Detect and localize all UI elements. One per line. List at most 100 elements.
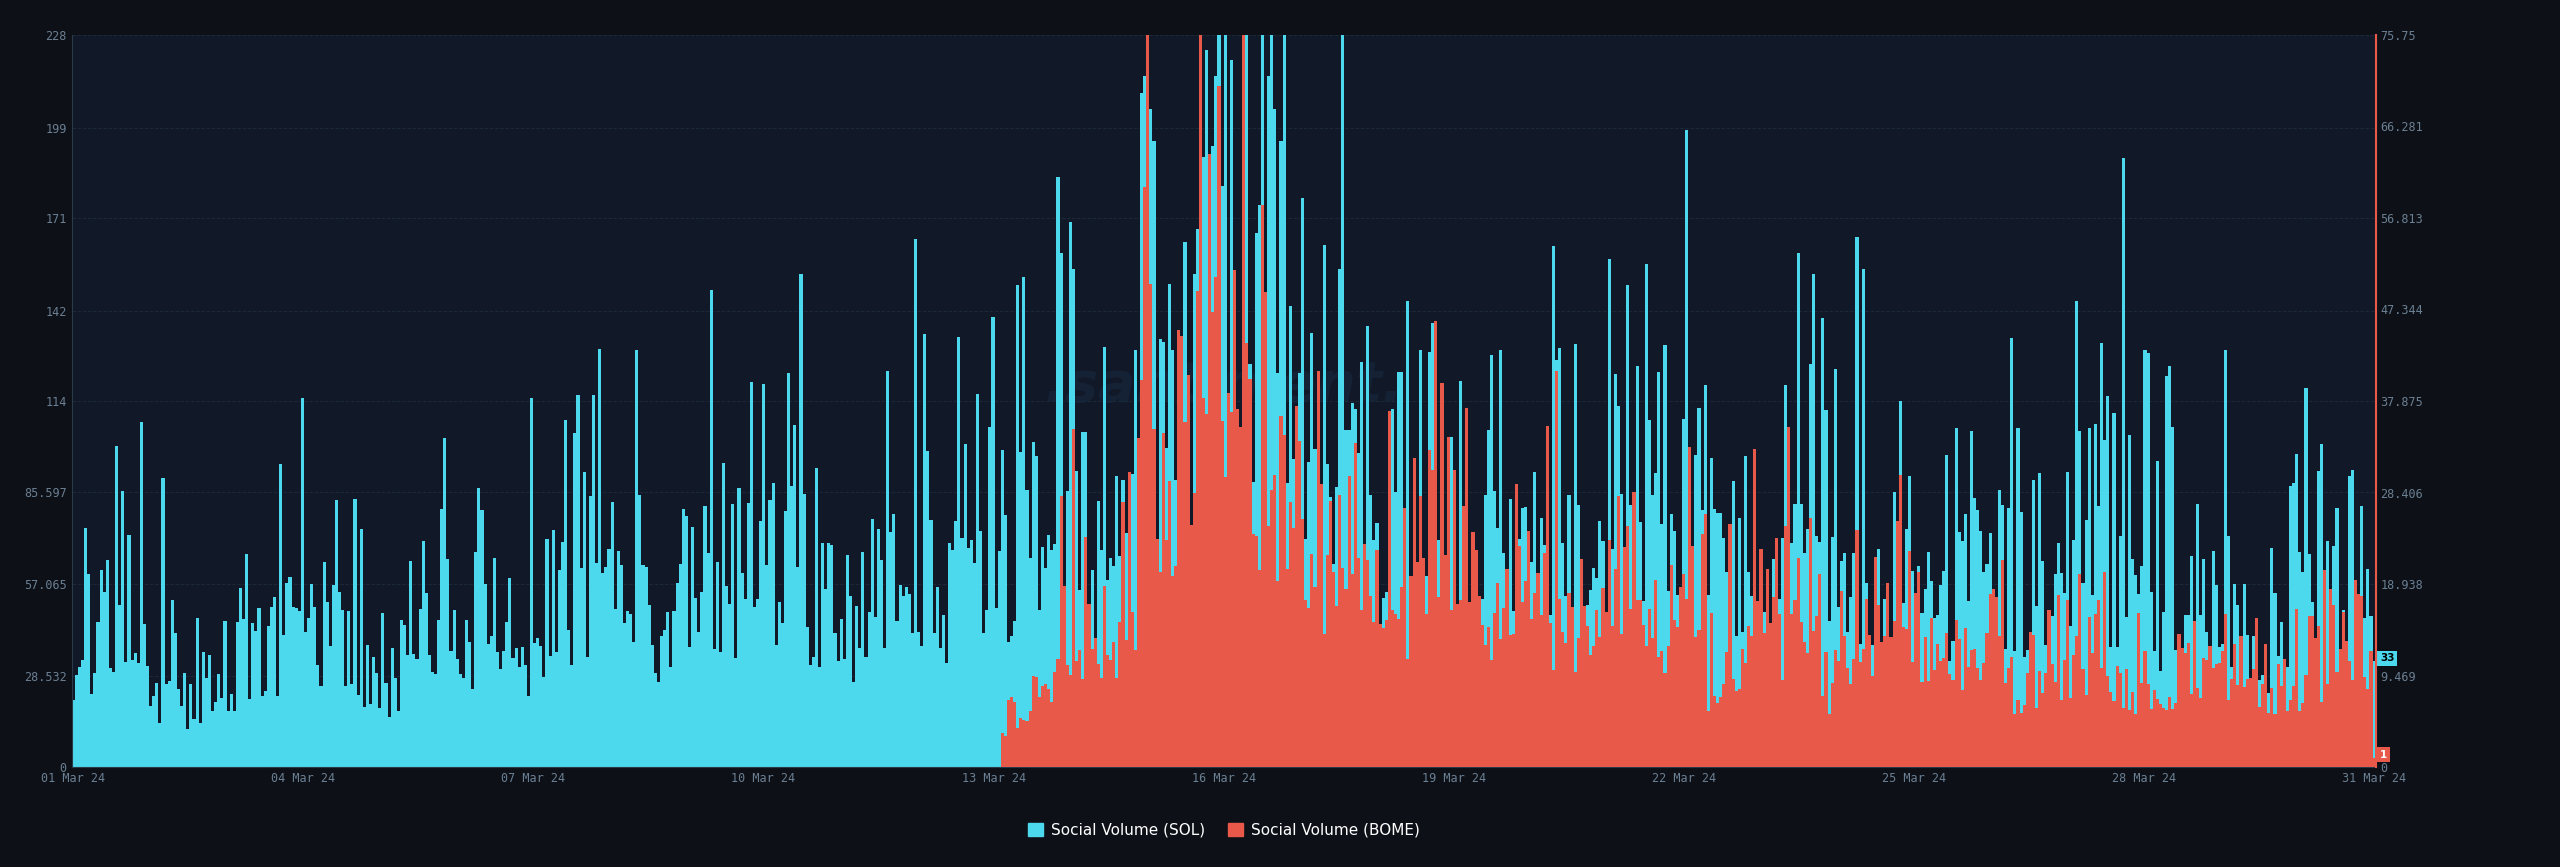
Bar xyxy=(1308,462,1311,767)
Bar xyxy=(1160,572,1162,767)
Bar xyxy=(1027,720,1029,767)
Bar xyxy=(1841,561,1843,767)
Bar xyxy=(1772,597,1774,767)
Bar xyxy=(1265,514,1267,767)
Bar xyxy=(456,659,458,767)
Bar xyxy=(2232,644,2237,767)
Bar xyxy=(202,652,205,767)
Bar xyxy=(535,638,540,767)
Bar xyxy=(1536,589,1539,767)
Bar xyxy=(230,694,233,767)
Bar xyxy=(1846,668,1848,767)
Bar xyxy=(1001,733,1004,767)
Bar xyxy=(1085,432,1088,767)
Bar xyxy=(2284,666,2286,767)
Bar xyxy=(1137,617,1139,767)
Bar xyxy=(200,723,202,767)
Bar xyxy=(1825,409,1828,767)
Bar xyxy=(760,521,763,767)
Bar xyxy=(276,695,279,767)
Bar xyxy=(1234,271,1236,767)
Bar xyxy=(2373,662,2376,767)
Bar xyxy=(1144,76,1147,767)
Bar xyxy=(1500,350,1503,767)
Bar xyxy=(1633,492,1636,767)
Bar xyxy=(556,653,558,767)
Bar xyxy=(2227,700,2230,767)
Bar xyxy=(594,563,599,767)
Bar xyxy=(2284,659,2286,767)
Bar xyxy=(1503,553,1505,767)
Bar xyxy=(1731,679,1736,767)
Bar xyxy=(1370,596,1372,767)
Bar xyxy=(1367,325,1370,767)
Bar xyxy=(1958,532,1961,767)
Bar xyxy=(397,711,399,767)
Bar xyxy=(2258,707,2260,767)
Bar xyxy=(1759,550,1761,767)
Bar xyxy=(1257,205,1262,767)
Bar xyxy=(1651,637,1654,767)
Bar xyxy=(1928,551,1930,767)
Bar xyxy=(1060,497,1062,767)
Bar xyxy=(2022,657,2025,767)
Bar xyxy=(1979,531,1981,767)
Bar xyxy=(105,560,110,767)
Bar xyxy=(1544,553,1546,767)
Bar xyxy=(1324,245,1326,767)
Bar xyxy=(1987,633,1989,767)
Bar xyxy=(648,605,650,767)
Bar xyxy=(2150,592,2153,767)
Bar xyxy=(307,618,310,767)
Bar xyxy=(1953,620,1958,767)
Bar xyxy=(1853,553,1856,767)
Bar xyxy=(174,633,177,767)
Bar xyxy=(1743,456,1746,767)
Bar xyxy=(1057,177,1060,767)
Bar xyxy=(2332,605,2335,767)
Bar xyxy=(497,652,499,767)
Bar xyxy=(1902,603,1905,767)
Bar xyxy=(1254,537,1257,767)
Bar xyxy=(2291,686,2296,767)
Bar xyxy=(1042,547,1044,767)
Bar xyxy=(663,629,666,767)
Bar xyxy=(151,695,156,767)
Bar xyxy=(1321,595,1324,767)
Bar xyxy=(1569,607,1574,767)
Bar xyxy=(274,597,276,767)
Bar xyxy=(1219,87,1221,767)
Bar xyxy=(1416,563,1418,767)
Bar xyxy=(1016,285,1019,767)
Bar xyxy=(2204,660,2209,767)
Bar xyxy=(1029,557,1032,767)
Bar xyxy=(2179,645,2181,767)
Bar xyxy=(1715,702,1720,767)
Bar xyxy=(1377,624,1382,767)
Bar xyxy=(517,667,520,767)
Bar xyxy=(2248,700,2253,767)
Bar xyxy=(2240,694,2243,767)
Bar xyxy=(1441,642,1444,767)
Bar xyxy=(1843,636,1846,767)
Bar xyxy=(2330,589,2332,767)
Bar xyxy=(2030,632,2033,767)
Bar xyxy=(1472,616,1475,767)
Bar xyxy=(2153,651,2156,767)
Bar xyxy=(1992,591,1994,767)
Bar xyxy=(2017,700,2020,767)
Bar xyxy=(1697,630,1700,767)
Bar xyxy=(1946,633,1948,767)
Bar xyxy=(1746,626,1751,767)
Bar xyxy=(2168,697,2171,767)
Bar xyxy=(2196,688,2199,767)
Bar xyxy=(269,607,274,767)
Bar xyxy=(1042,686,1044,767)
Bar xyxy=(297,611,302,767)
Bar xyxy=(2243,583,2245,767)
Bar xyxy=(1546,441,1549,767)
Bar xyxy=(2199,698,2202,767)
Bar xyxy=(325,602,328,767)
Bar xyxy=(2363,618,2365,767)
Bar xyxy=(2342,610,2345,767)
